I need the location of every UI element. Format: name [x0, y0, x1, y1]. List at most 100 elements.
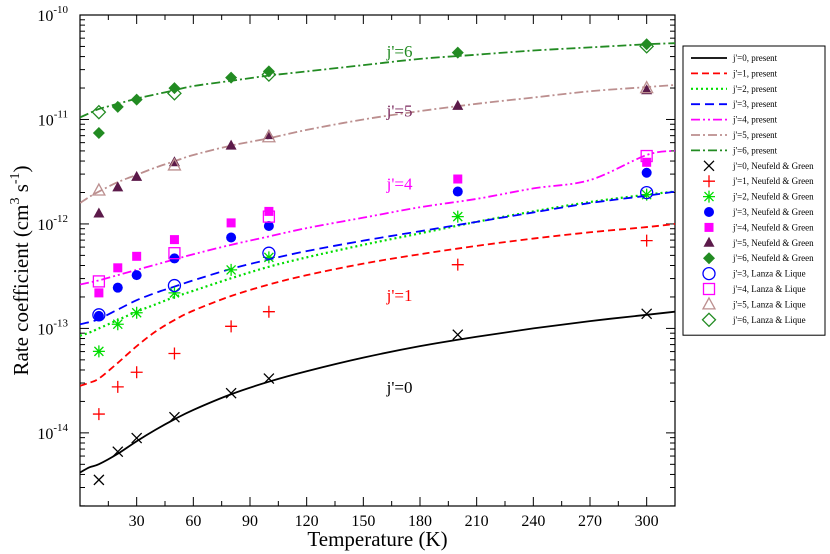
legend-marker [704, 207, 714, 217]
data-point [225, 263, 238, 276]
data-point [167, 278, 182, 293]
legend-label: j'=0, Neufeld & Green [732, 161, 814, 171]
data-point [91, 104, 107, 120]
data-point [262, 305, 275, 318]
legend-label: j'=5, present [732, 130, 778, 140]
data-point [451, 210, 464, 223]
y-tick-label: 10-12 [37, 213, 68, 234]
legend: j'=0, present j'=1, present j'=2, present j… [682, 45, 826, 336]
data-point [225, 320, 238, 333]
series-markers-16 [91, 80, 654, 196]
data-point [92, 127, 105, 140]
legend-marker [704, 222, 714, 232]
legend-marker-symbol [704, 207, 714, 217]
series-markers-15 [92, 149, 653, 288]
data-point [112, 446, 124, 458]
data-point [640, 188, 653, 201]
plot-frame [79, 14, 676, 507]
x-tick-label: 270 [578, 513, 602, 530]
data-point [131, 432, 143, 444]
series-markers [91, 38, 655, 486]
data-point [130, 306, 143, 319]
data-point [94, 288, 104, 298]
data-point [168, 286, 181, 299]
data-point [642, 157, 652, 167]
data-point [167, 157, 182, 171]
data-point [111, 100, 124, 113]
y-tick-label: 10-11 [38, 108, 68, 129]
data-point [453, 174, 463, 184]
data-point [168, 347, 181, 360]
legend-label: j'=2, Neufeld & Green [732, 192, 814, 202]
data-point [92, 275, 106, 288]
legend-label: j'=1, present [732, 68, 778, 78]
x-tick-label: 300 [635, 513, 659, 530]
data-point [263, 221, 274, 232]
legend-marker-symbol [703, 175, 715, 188]
data-point [451, 258, 464, 271]
legend-label: j'=4, Lanza & Lique [732, 284, 806, 294]
data-point [92, 345, 105, 358]
series-line-5 [80, 84, 675, 204]
series-lines [80, 42, 675, 474]
axis-labels: Temperature (K) Rate coefficient (cm3 s-1… [8, 165, 448, 551]
legend-label: j'=5, Neufeld & Green [732, 238, 814, 248]
series-markers-10 [93, 167, 652, 321]
data-point [262, 65, 275, 78]
series-markers-13 [92, 38, 653, 140]
x-tick-label: 30 [129, 513, 145, 530]
data-point [452, 99, 464, 110]
x-tick-label: 120 [295, 513, 319, 530]
data-point [641, 84, 653, 95]
data-point [262, 210, 276, 223]
data-point [131, 270, 142, 281]
data-point [639, 80, 654, 94]
series-line-1 [80, 223, 675, 387]
legend-marker-symbol [703, 160, 715, 172]
curve-label: j'=1 [386, 286, 413, 305]
legend-marker [703, 252, 715, 265]
x-tick-label: 210 [465, 513, 489, 530]
data-point [261, 67, 277, 82]
curve-label: j'=4 [386, 174, 413, 193]
data-point [131, 170, 143, 181]
data-point [263, 373, 275, 385]
curve-label: j'=6 [386, 42, 413, 61]
data-point [112, 181, 124, 192]
legend-label: j'=5, Lanza & Lique [732, 299, 806, 309]
data-point [93, 207, 105, 218]
data-point [168, 411, 180, 423]
data-point [451, 46, 464, 59]
data-point [641, 167, 652, 178]
data-point [93, 310, 104, 321]
data-point [225, 139, 237, 150]
data-point [111, 380, 124, 393]
data-point [640, 38, 653, 51]
x-tick-label: 180 [408, 513, 432, 530]
data-point [639, 38, 655, 54]
legend-label: j'=1, Neufeld & Green [732, 176, 814, 186]
legend-box [682, 45, 826, 336]
legend-label: j'=3, present [732, 99, 778, 109]
legend-marker [702, 282, 716, 296]
series-line-2 [80, 190, 675, 337]
x-tick-label: 240 [521, 513, 545, 530]
series-markers-17 [91, 38, 655, 120]
y-tick-label: 10-13 [37, 317, 68, 338]
legend-label: j'=4, present [732, 115, 778, 125]
data-point [132, 251, 142, 261]
legend-marker-symbol [703, 236, 715, 247]
data-point [452, 186, 463, 197]
data-point [92, 308, 106, 322]
data-point [226, 232, 237, 243]
data-point [167, 85, 182, 101]
legend-marker-symbol [702, 266, 716, 281]
legend-marker [703, 190, 715, 203]
series-markers-9 [92, 188, 653, 358]
legend-label: j'=3, Neufeld & Green [732, 207, 814, 217]
curve-label: j'=5 [386, 101, 413, 120]
data-point [640, 234, 653, 247]
data-point [452, 329, 464, 341]
x-tick-label: 60 [185, 513, 201, 530]
